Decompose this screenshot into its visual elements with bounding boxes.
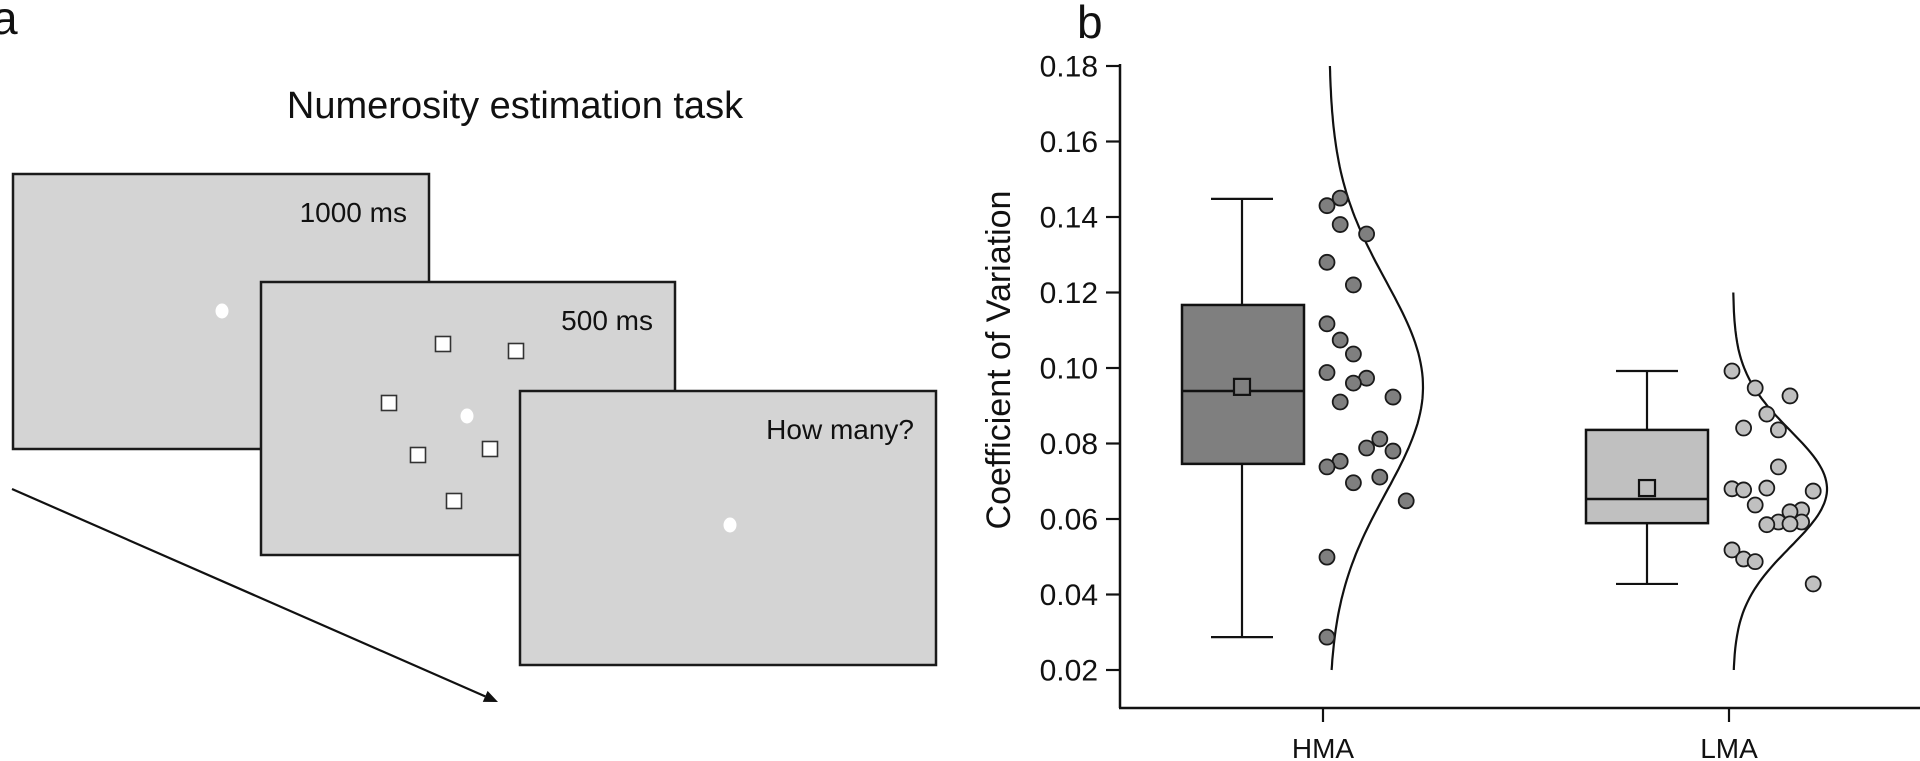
- y-tick-label: 0.10: [1040, 353, 1098, 386]
- data-point: [1735, 419, 1752, 437]
- distribution-curve: [1732, 292, 1829, 671]
- data-point: [1318, 548, 1336, 566]
- data-point: [1331, 393, 1349, 411]
- data-point: [1345, 374, 1362, 392]
- data-point: [1318, 458, 1336, 476]
- data-point: [1770, 458, 1787, 476]
- data-point: [1331, 216, 1349, 233]
- data-point: [1781, 387, 1799, 405]
- data-point: [1384, 388, 1402, 406]
- y-tick-label: 0.08: [1040, 428, 1098, 461]
- arrow-head-icon: [482, 690, 498, 702]
- x-category-label: LMA: [1700, 733, 1758, 761]
- chart-axes: 0.02 0.04 0.06 0.08 0.10 0.12 0.14 0.16 0.18: [1040, 51, 1920, 710]
- screen-caption: How many?: [766, 414, 914, 445]
- data-point: [1331, 189, 1349, 207]
- data-point: [1781, 515, 1799, 533]
- stimulus-square-icon: [380, 394, 398, 412]
- y-tick-label: 0.06: [1040, 504, 1098, 537]
- data-point: [1318, 253, 1336, 271]
- data-point: [1384, 442, 1402, 460]
- data-point: [1345, 474, 1362, 492]
- data-point: [1318, 315, 1336, 333]
- y-tick-label: 0.04: [1040, 579, 1098, 612]
- y-tick-label: 0.12: [1040, 277, 1098, 310]
- data-point: [1345, 345, 1362, 363]
- data-point: [1735, 481, 1752, 499]
- mean-marker-icon: [1232, 377, 1252, 396]
- data-point: [1318, 364, 1336, 381]
- data-point: [1331, 331, 1349, 349]
- task-title: Numerosity estimation task: [287, 85, 744, 127]
- group-lma: LMA: [1584, 292, 1829, 761]
- data-point: [1318, 197, 1336, 215]
- chart-groups: HMA LMA: [1180, 65, 1829, 761]
- data-point: [1804, 482, 1822, 500]
- data-point: [1758, 405, 1776, 423]
- stimulus-square-icon: [434, 335, 452, 353]
- data-point: [1758, 479, 1776, 497]
- y-tick-label: 0.14: [1040, 202, 1098, 235]
- y-tick-label: 0.02: [1040, 655, 1098, 688]
- group-hma: HMA: [1180, 65, 1425, 761]
- screen-sequence: 1000 ms 500 ms How many?: [11, 172, 938, 667]
- fixation-dot-icon: [215, 303, 229, 319]
- panel-b-boxplot: b Coefficient of Variation 0.020.040.060…: [980, 0, 1920, 761]
- iqr-box: [1584, 428, 1710, 525]
- response-screen: How many?: [518, 389, 938, 667]
- fixation-dot-icon: [460, 408, 474, 424]
- data-point: [1318, 628, 1336, 646]
- data-point: [1746, 496, 1764, 514]
- stimulus-square-icon: [481, 440, 499, 458]
- mean-marker-icon: [1637, 478, 1657, 498]
- data-point: [1758, 516, 1776, 534]
- data-point: [1371, 430, 1389, 448]
- arrow-line: [11, 487, 486, 698]
- y-axis-title: Coefficient of Variation: [980, 191, 1018, 530]
- stimulus-square-icon: [507, 342, 525, 360]
- fixation-dot-icon: [723, 517, 737, 533]
- stimulus-square-icon: [445, 492, 463, 510]
- y-tick-label: 0.18: [1040, 51, 1098, 84]
- data-point: [1804, 575, 1822, 593]
- y-tick-label: 0.16: [1040, 126, 1098, 159]
- screen-caption: 1000 ms: [300, 197, 407, 228]
- distribution-curve: [1328, 65, 1425, 671]
- stimulus-square-icon: [409, 446, 427, 464]
- panel-a-label: a: [0, 0, 18, 44]
- time-arrow-icon: [11, 487, 498, 702]
- data-point: [1345, 276, 1362, 294]
- data-point: [1746, 553, 1764, 571]
- data-point: [1371, 468, 1389, 486]
- data-point: [1358, 439, 1375, 457]
- data-point: [1358, 225, 1375, 243]
- screen-caption: 500 ms: [561, 305, 653, 336]
- data-point: [1746, 379, 1764, 397]
- data-point: [1723, 541, 1741, 559]
- data-point: [1397, 492, 1415, 510]
- panel-a-task-diagram: a Numerosity estimation task 1000 ms 500 …: [0, 0, 938, 702]
- panel-b-label: b: [1077, 0, 1103, 48]
- x-category-label: HMA: [1292, 733, 1355, 761]
- data-point: [1723, 362, 1741, 380]
- data-point: [1770, 421, 1787, 439]
